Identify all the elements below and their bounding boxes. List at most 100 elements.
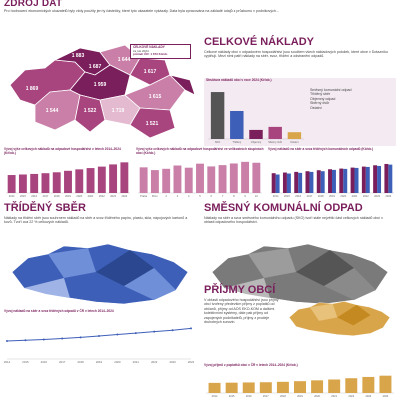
map-label: 1 883 [72, 53, 85, 59]
tick-label: 2 [165, 194, 167, 198]
tick-label: 2016 [295, 194, 301, 198]
structure-title: Struktura nákladů obcí v roce 2024 (Kč/o… [206, 78, 272, 82]
bar [271, 173, 276, 193]
map-label: 1 644 [118, 57, 131, 63]
bar [252, 162, 261, 193]
prijmy-title: PŘÍJMY OBCÍ [204, 284, 276, 296]
tick-label: Praha [140, 194, 147, 198]
bar [41, 173, 50, 193]
bar [362, 376, 375, 393]
bar [286, 173, 291, 193]
tick-label: 2020 [340, 194, 346, 198]
bar [298, 172, 303, 193]
tick-label: 2022 [99, 194, 105, 198]
bar [249, 129, 263, 139]
data-point [61, 337, 64, 340]
data-point [79, 336, 82, 339]
map-shape [248, 248, 296, 278]
bar [208, 382, 221, 393]
chart-total-costs: 2014 2015 2016 2017 2018 2019 2020 2021 2022 2023… [6, 162, 130, 198]
trideny-title: TŘÍDĚNÝ SBĚR [4, 202, 86, 214]
map-shape [96, 250, 154, 286]
bar [7, 175, 16, 193]
tick-label: 2014 [212, 394, 218, 398]
tick-label: SKO [215, 140, 220, 144]
bar [218, 165, 227, 193]
bar [18, 174, 27, 193]
data-point [42, 338, 45, 341]
legend-item: Směsný komunální odpad [310, 88, 352, 92]
celkove-title: CELKOVÉ NÁKLADY [204, 36, 315, 48]
tick-label: 2018 [54, 194, 60, 198]
tick-label: 2019 [329, 194, 335, 198]
tick-label: 2018 [280, 394, 286, 398]
tick-label: 2024 [188, 360, 194, 364]
tick-label: Ostatní [290, 140, 299, 144]
bar [196, 163, 204, 193]
tick-label: 2019 [96, 360, 103, 364]
legend-item: Sběrný dvůr [310, 101, 330, 106]
bar [275, 174, 280, 193]
bar [64, 170, 72, 193]
tick-label: 2021 [352, 194, 358, 198]
bar [230, 110, 244, 139]
bar [328, 379, 341, 393]
caption-3: Vývoj nákladů na sběr a svoz tříděných k… [268, 147, 374, 151]
data-point [134, 332, 137, 335]
bar [294, 381, 306, 393]
bar [109, 164, 118, 193]
tick-label: 5 [199, 194, 201, 198]
bar [184, 167, 193, 193]
chart-separated-costs: 2014 2015 2016 2017 2018 2019 2020 2021 2022 2023… [270, 163, 394, 198]
map-region [74, 94, 106, 133]
map-label: 1 522 [84, 108, 97, 114]
tick-label: 4 [188, 194, 190, 198]
chart-revenue: 2014 2015 2016 2017 2018 2019 2020 2021 2022 2023… [206, 375, 394, 398]
bar [339, 168, 344, 193]
legend-item: Objemný odpad [310, 96, 336, 101]
tick-label: 2023 [110, 194, 116, 198]
tick-label: 9 [244, 194, 246, 198]
bar [75, 169, 84, 193]
tick-label: 6 [211, 194, 213, 198]
tick-label: 2021 [133, 360, 140, 364]
tick-label: 2017 [263, 394, 269, 398]
bar [373, 165, 378, 193]
bar [242, 382, 255, 393]
bar [294, 171, 299, 193]
tick-label: 2021 [88, 194, 94, 198]
bar [343, 168, 348, 193]
map-region [168, 74, 196, 96]
tick-label: 2015 [20, 194, 26, 198]
separated-map [11, 243, 189, 305]
data-point [153, 330, 156, 333]
legend-item: Ostatní [310, 105, 322, 110]
bar [287, 132, 302, 139]
map-shape [309, 303, 338, 321]
map-shape [224, 278, 270, 298]
bar [139, 167, 148, 193]
bar [345, 378, 358, 393]
legend-item: Tříděný sběr [310, 92, 331, 97]
caption-2: Vývoj výše celkových nákladů na odpadové… [136, 147, 264, 155]
trideny-text: Náklady na třídění sběr jsou souhrnem ná… [4, 216, 188, 225]
bar [276, 381, 289, 393]
data-point [116, 333, 119, 336]
bar [259, 382, 272, 393]
tick-label: 2017 [307, 194, 313, 198]
map-label: 1 719 [112, 108, 125, 114]
bar [384, 163, 389, 193]
data-point [171, 329, 174, 332]
czech-map: 1 869 1 883 1 687 1 959 1 644 1 617 1 54… [9, 44, 196, 139]
tick-label: 2016 [31, 194, 37, 198]
revenue-map [289, 301, 391, 336]
tick-label: 2022 [348, 394, 354, 398]
tick-label: Brno [152, 194, 158, 198]
bar [305, 171, 310, 193]
bar [311, 380, 324, 393]
tick-label: 2020 [76, 194, 82, 198]
tick-label: 2018 [77, 360, 84, 364]
chart-separated-trend: 2014 2015 2016 2017 2018 2019 2020 2021 2022 2023… [4, 327, 194, 364]
bar [97, 166, 106, 193]
tick-label: 2023 [365, 394, 371, 398]
